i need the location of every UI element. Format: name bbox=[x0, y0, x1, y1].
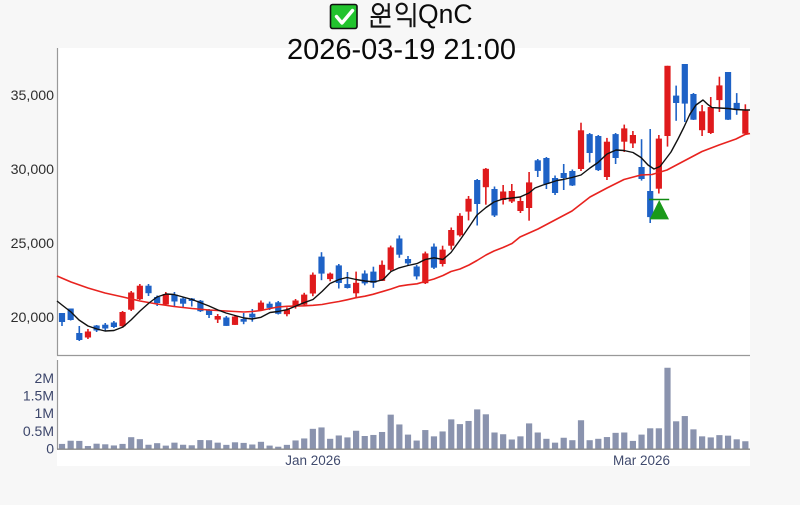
svg-text:0.5M: 0.5M bbox=[23, 423, 54, 439]
svg-text:1M: 1M bbox=[35, 405, 54, 421]
svg-text:QnC: QnC bbox=[418, 0, 473, 29]
svg-text:2M: 2M bbox=[35, 370, 54, 386]
svg-text:Jan 2026: Jan 2026 bbox=[285, 453, 341, 468]
svg-text:35,000: 35,000 bbox=[11, 88, 55, 104]
svg-text:30,000: 30,000 bbox=[11, 162, 55, 178]
svg-text:Mar 2026: Mar 2026 bbox=[613, 453, 670, 468]
svg-text:20,000: 20,000 bbox=[11, 310, 55, 326]
svg-text:2026-03-19 21:00: 2026-03-19 21:00 bbox=[287, 34, 516, 66]
svg-text:1.5M: 1.5M bbox=[23, 388, 54, 404]
svg-text:25,000: 25,000 bbox=[11, 236, 55, 252]
svg-text:0: 0 bbox=[46, 440, 54, 456]
